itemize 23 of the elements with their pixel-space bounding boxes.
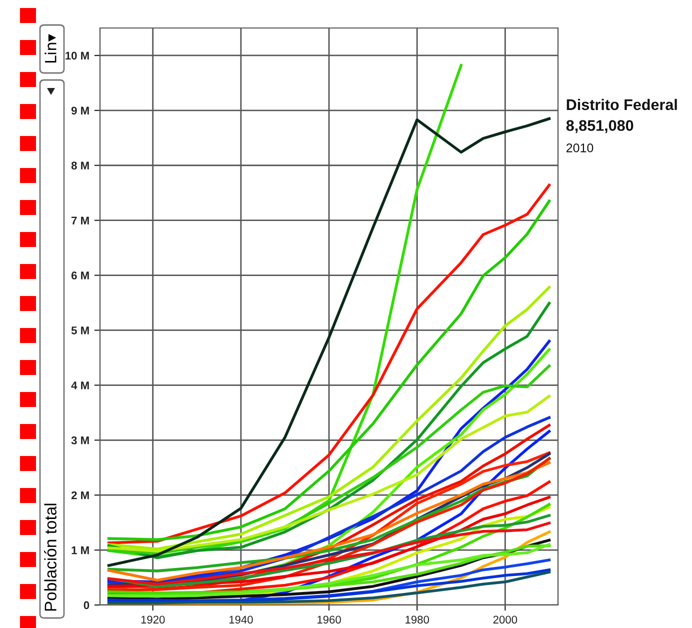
y-tick-label: 9 M <box>71 106 89 115</box>
y-tick-label: 4 M <box>71 382 89 390</box>
series-label: Distrito Federal <box>566 98 677 110</box>
annotation: 8,851,080 <box>566 120 634 134</box>
y-tick-label: 1 M <box>72 546 89 554</box>
y-tick-label: 8 M <box>71 162 89 170</box>
y-tick-label: 10 M <box>66 52 89 60</box>
y-tick-label: 0 <box>84 601 90 610</box>
y-axis-title: Población total <box>44 504 56 611</box>
annotation: 2010 <box>566 143 594 152</box>
y-tick-label: 6 M <box>71 272 89 280</box>
x-tick-label: 1940 <box>229 616 253 624</box>
y-tick-label: 2 M <box>71 491 89 500</box>
line-series <box>107 117 551 567</box>
x-tick-label: 2000 <box>493 616 518 624</box>
x-tick-label: 1960 <box>317 616 341 624</box>
line-series <box>107 394 551 553</box>
x-tick-label: 1980 <box>406 616 430 624</box>
text: Lin▾ <box>44 34 56 63</box>
y-tick-label: 5 M <box>71 326 89 334</box>
y-tick-label: 7 M <box>72 216 89 224</box>
x-tick-label: 1920 <box>141 616 165 624</box>
y-tick-label: 3 M <box>71 436 89 444</box>
